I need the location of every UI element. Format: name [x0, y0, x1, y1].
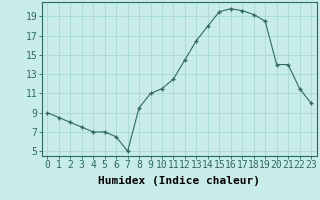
X-axis label: Humidex (Indice chaleur): Humidex (Indice chaleur)	[98, 176, 260, 186]
